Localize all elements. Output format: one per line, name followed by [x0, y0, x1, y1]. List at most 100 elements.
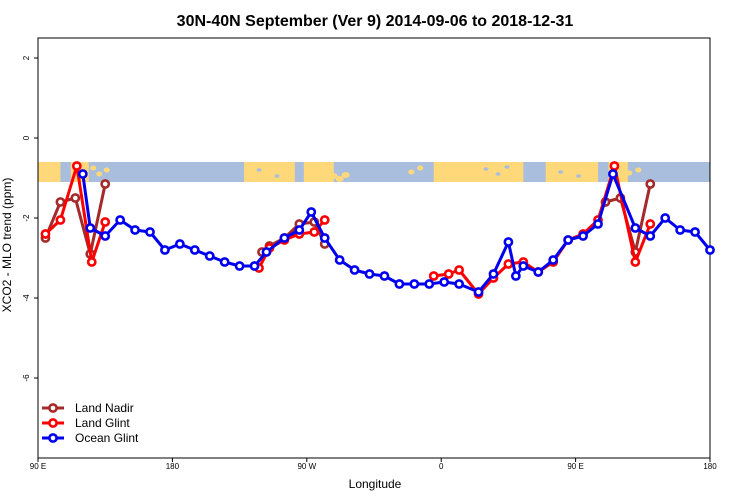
data-point-ocean-glint	[204, 251, 215, 261]
y-tick-label: 0	[22, 135, 31, 140]
data-point-ocean-glint	[578, 231, 588, 241]
map-land-region	[38, 162, 61, 182]
map-land-region	[244, 162, 295, 182]
data-point-ocean-glint	[608, 169, 618, 179]
data-point-land-nadir	[100, 179, 111, 189]
x-tick-label: 0	[439, 462, 444, 471]
data-point-ocean-glint	[379, 271, 390, 281]
map-land-bit	[335, 176, 344, 182]
data-point-ocean-glint	[409, 279, 420, 289]
map-land-region	[433, 162, 454, 182]
map-water-speck	[274, 174, 280, 178]
data-point-land-glint	[86, 257, 97, 267]
data-point-ocean-glint	[488, 269, 499, 279]
x-tick-label: 180	[166, 462, 180, 471]
y-tick-label: -6	[22, 374, 31, 382]
map-water-speck	[256, 168, 262, 172]
data-point-land-glint	[645, 219, 656, 229]
data-point-land-glint	[40, 229, 51, 239]
map-island	[96, 171, 103, 177]
data-point-land-glint	[100, 217, 111, 227]
y-tick-label: 2	[22, 55, 31, 60]
data-point-ocean-glint	[160, 245, 170, 255]
data-point-ocean-glint	[261, 247, 272, 257]
map-island	[417, 165, 424, 171]
data-point-ocean-glint	[660, 213, 671, 223]
data-point-ocean-glint	[563, 235, 574, 245]
data-point-land-glint	[71, 161, 82, 171]
data-point-ocean-glint	[145, 227, 155, 237]
data-point-ocean-glint	[675, 225, 686, 235]
y-axis-label: XCO2 - MLO trend (ppm)	[0, 178, 14, 313]
map-land-region	[450, 162, 524, 182]
map-island	[103, 167, 110, 173]
map-island	[626, 170, 633, 176]
legend-label: Land Glint	[75, 416, 130, 430]
map-water-speck	[504, 165, 510, 169]
data-point-ocean-glint	[705, 245, 715, 255]
data-point-land-nadir	[55, 197, 66, 207]
data-point-ocean-glint	[319, 233, 330, 243]
map-land-region	[303, 162, 334, 182]
legend-item-ocean-glint: Ocean Glint	[42, 431, 139, 445]
data-point-ocean-glint	[439, 277, 450, 287]
map-land-bit	[329, 173, 338, 179]
y-tick-label: -2	[22, 214, 31, 222]
data-point-ocean-glint	[518, 261, 529, 271]
data-point-ocean-glint	[630, 223, 641, 233]
map-ocean	[38, 162, 710, 182]
x-tick-label: 180	[703, 462, 717, 471]
data-point-land-glint	[443, 269, 454, 279]
data-point-ocean-glint	[130, 225, 140, 235]
data-point-ocean-glint	[306, 207, 317, 217]
map-island	[408, 169, 415, 175]
data-point-ocean-glint	[593, 219, 603, 229]
data-point-land-glint	[454, 265, 465, 275]
data-point-land-glint	[609, 161, 620, 171]
data-point-ocean-glint	[115, 215, 126, 225]
data-point-ocean-glint	[249, 261, 260, 271]
data-point-ocean-glint	[548, 255, 559, 265]
chart-title: 30N-40N September (Ver 9) 2014-09-06 to …	[177, 13, 574, 30]
data-point-ocean-glint	[85, 223, 96, 233]
series-layer	[40, 161, 715, 299]
plot-frame	[37, 37, 711, 459]
data-point-ocean-glint	[510, 271, 521, 281]
data-point-ocean-glint	[454, 279, 465, 289]
data-point-land-glint	[630, 257, 641, 267]
data-point-ocean-glint	[645, 231, 656, 241]
legend-item-land-glint: Land Glint	[42, 416, 130, 430]
y-tick-label: -4	[22, 294, 31, 302]
legend-swatch-marker	[48, 433, 58, 443]
map-water-speck	[558, 170, 564, 174]
legend-swatch-marker	[48, 418, 58, 428]
x-tick-label: 90 E	[567, 462, 583, 471]
map-water-speck	[483, 167, 489, 171]
x-tick-label: 90 E	[30, 462, 46, 471]
data-point-ocean-glint	[473, 287, 484, 297]
map-land-bit	[341, 172, 350, 178]
data-point-ocean-glint	[294, 225, 305, 235]
data-point-land-nadir	[70, 193, 81, 203]
x-tick-label: 90 W	[297, 462, 316, 471]
data-point-ocean-glint	[100, 231, 111, 241]
legend-item-land-nadir: Land Nadir	[42, 401, 134, 415]
map-water-speck	[576, 174, 582, 178]
data-point-ocean-glint	[334, 255, 345, 265]
data-point-ocean-glint	[394, 279, 405, 289]
data-point-ocean-glint	[424, 279, 435, 289]
data-point-ocean-glint	[503, 237, 514, 247]
data-point-land-glint	[319, 215, 330, 225]
map-water-speck	[495, 172, 501, 176]
data-point-ocean-glint	[77, 169, 88, 179]
data-point-ocean-glint	[279, 233, 290, 243]
data-point-land-glint	[55, 215, 66, 225]
data-point-land-glint	[503, 259, 514, 269]
data-point-ocean-glint	[690, 227, 700, 237]
series-ocean-glint	[77, 169, 715, 297]
legend-swatch-marker	[48, 403, 58, 413]
data-point-ocean-glint	[533, 267, 544, 277]
map-island	[90, 165, 97, 171]
x-axis-label: Longitude	[349, 477, 402, 491]
